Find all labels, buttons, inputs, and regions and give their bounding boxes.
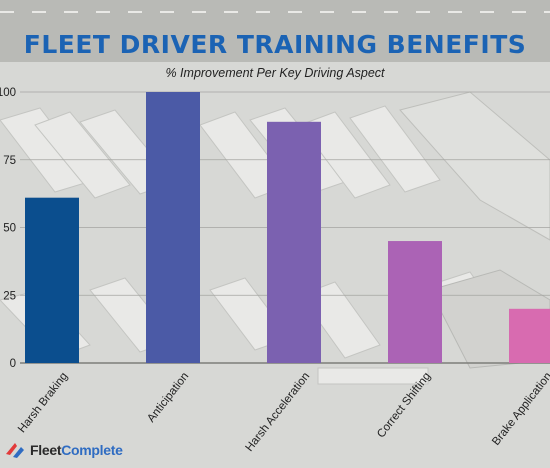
chart-title: FLEET DRIVER TRAINING BENEFITS: [23, 30, 527, 59]
bars: [25, 92, 550, 363]
y-tick-labels: 0 25 50 75 100: [0, 87, 16, 370]
bar-harsh-braking: [25, 197, 79, 363]
y-tick-label: 50: [3, 223, 16, 235]
x-tick-label: Harsh Acceleration: [243, 370, 312, 453]
bar-harsh-acceleration: [267, 121, 321, 363]
brand-name-complete: Complete: [61, 442, 123, 458]
y-tick-label: 0: [10, 358, 16, 370]
x-tick-label: Anticipation: [145, 370, 191, 424]
bar-brake-application: [509, 308, 550, 363]
fleet-complete-mark-icon: [6, 443, 24, 458]
y-tick-label: 100: [0, 87, 16, 99]
brand-logo: FleetComplete: [4, 438, 123, 462]
bar-anticipation: [146, 92, 200, 363]
y-tick-label: 75: [3, 155, 16, 167]
x-tick-label: Brake Application: [490, 370, 550, 447]
brand-name: FleetComplete: [30, 442, 123, 458]
bar-correct-shifting: [388, 241, 442, 363]
y-tick-label: 25: [3, 290, 16, 302]
x-tick-label: Harsh Braking: [16, 370, 70, 435]
chart-subtitle: % Improvement Per Key Driving Aspect: [165, 66, 385, 80]
brand-name-fleet: Fleet: [30, 442, 62, 458]
x-tick-label: Correct Shifting: [375, 370, 433, 440]
